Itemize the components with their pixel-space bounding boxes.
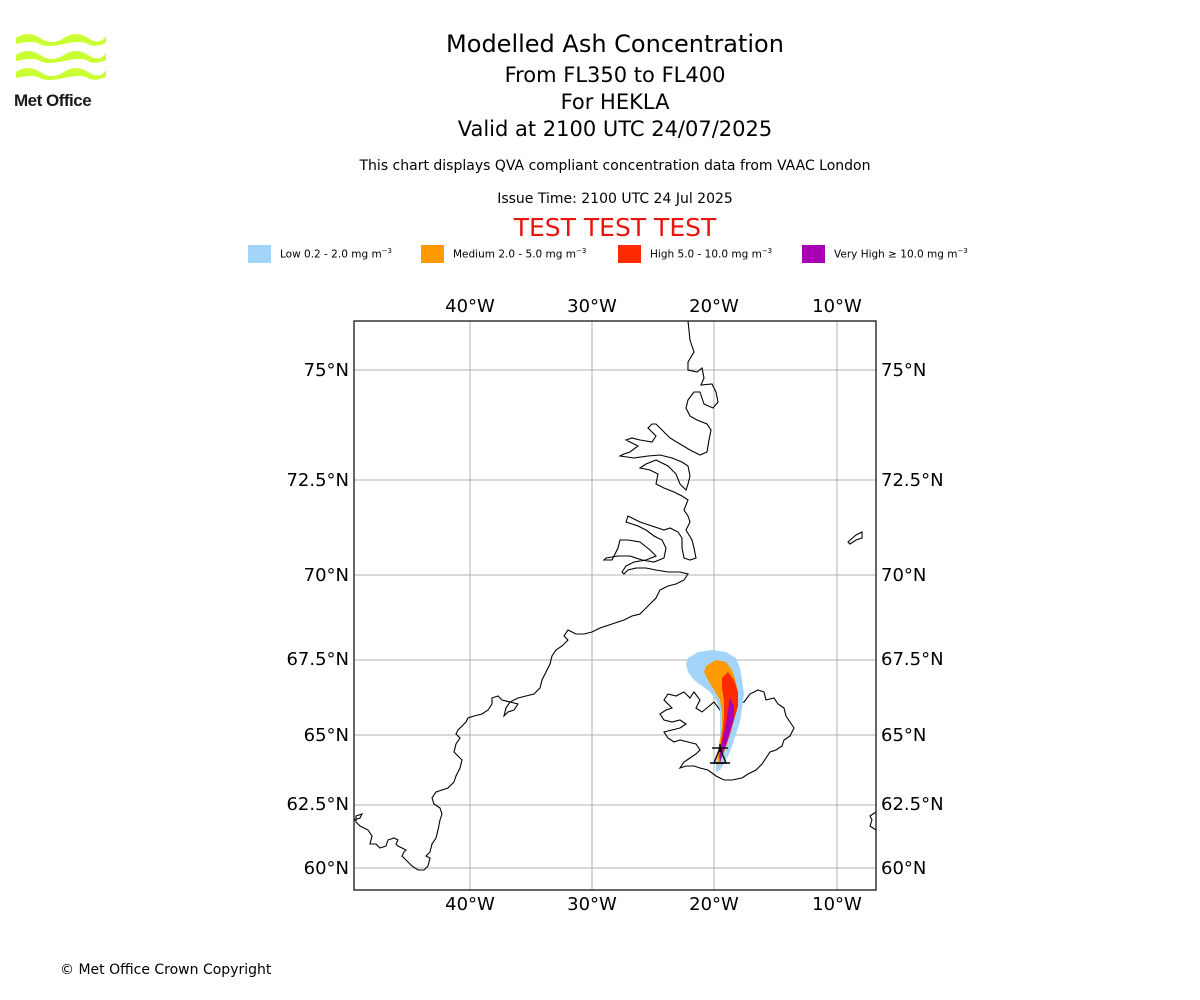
greenland-coastline	[354, 321, 719, 871]
lat-tick-62-5n-left: 62.5°N	[286, 794, 349, 815]
lon-tick-30w-top: 30°W	[567, 296, 617, 317]
lat-tick-70n-right: 70°N	[881, 565, 926, 586]
test-banner: TEST TEST TEST	[513, 213, 717, 242]
lon-tick-20w-bottom: 20°W	[689, 894, 739, 915]
lat-tick-60n-right: 60°N	[881, 858, 926, 879]
issue-time: Issue Time: 2100 UTC 24 Jul 2025	[497, 191, 733, 207]
legend-item-high: High 5.0 - 10.0 mg m−3	[618, 244, 772, 264]
lat-tick-65n-left: 65°N	[304, 725, 349, 746]
legend-swatch-very-high	[802, 245, 825, 263]
met-office-waves-icon	[16, 34, 106, 80]
lat-tick-72-5n-left: 72.5°N	[286, 470, 349, 491]
chart-title: Modelled Ash Concentration	[446, 30, 784, 58]
lat-tick-67-5n-left: 67.5°N	[286, 649, 349, 670]
qva-subtitle: This chart displays QVA compliant concen…	[359, 158, 871, 174]
lon-tick-20w-top: 20°W	[689, 296, 739, 317]
valid-time: Valid at 2100 UTC 24/07/2025	[457, 117, 773, 141]
legend-label-high: High 5.0 - 10.0 mg m	[650, 248, 762, 261]
legend-item-low: Low 0.2 - 2.0 mg m−3	[248, 244, 392, 264]
lat-tick-75n-right: 75°N	[881, 360, 926, 381]
ash-plume-very-high	[720, 698, 734, 762]
lat-tick-70n-left: 70°N	[304, 565, 349, 586]
lon-tick-40w-bottom: 40°W	[445, 894, 495, 915]
legend-swatch-high	[618, 245, 641, 263]
lon-tick-10w-bottom: 10°W	[812, 894, 862, 915]
legend-label-very-high: Very High ≥ 10.0 mg m	[834, 248, 958, 261]
lat-tick-62-5n-right: 62.5°N	[881, 794, 944, 815]
volcano-name: For HEKLA	[560, 90, 670, 114]
lon-tick-labels-bottom: 40°W 30°W 20°W 10°W	[445, 894, 862, 915]
legend-exp-low: −3	[381, 247, 393, 256]
legend-exp-high: −3	[761, 247, 773, 256]
lat-tick-65n-right: 65°N	[881, 725, 926, 746]
lat-tick-72-5n-right: 72.5°N	[881, 470, 944, 491]
flight-level-range: From FL350 to FL400	[504, 63, 726, 87]
lon-tick-40w-top: 40°W	[445, 296, 495, 317]
copyright-notice: © Met Office Crown Copyright	[60, 962, 272, 978]
lon-tick-10w-top: 10°W	[812, 296, 862, 317]
legend-label-low: Low 0.2 - 2.0 mg m	[280, 248, 382, 261]
legend-exp-very-high: −3	[957, 247, 968, 256]
map-frame	[353, 320, 877, 891]
lat-tick-labels-left: 75°N 72.5°N 70°N 67.5°N 65°N 62.5°N 60°N	[286, 360, 349, 879]
legend-swatch-medium	[421, 245, 444, 263]
legend-label-medium: Medium 2.0 - 5.0 mg m	[453, 248, 576, 261]
lat-tick-75n-left: 75°N	[304, 360, 349, 381]
lon-tick-labels-top: 40°W 30°W 20°W 10°W	[445, 296, 862, 317]
lat-tick-60n-left: 60°N	[304, 858, 349, 879]
lat-tick-67-5n-right: 67.5°N	[881, 649, 944, 670]
faroe-coastline	[869, 811, 876, 831]
legend-item-medium: Medium 2.0 - 5.0 mg m−3	[421, 244, 586, 264]
legend-swatch-low	[248, 245, 271, 263]
met-office-logo-text: Met Office	[14, 91, 92, 110]
met-office-logo: Met Office	[14, 30, 108, 112]
jan-mayen-coastline	[847, 531, 863, 545]
lat-tick-labels-right: 75°N 72.5°N 70°N 67.5°N 65°N 62.5°N 60°N	[881, 360, 944, 879]
legend-item-very-high: Very High ≥ 10.0 mg m−3	[802, 244, 968, 264]
map-gridlines	[354, 321, 876, 890]
lon-tick-30w-bottom: 30°W	[567, 894, 617, 915]
legend-exp-medium: −3	[575, 247, 587, 256]
volcano-marker-icon[interactable]	[710, 744, 730, 764]
